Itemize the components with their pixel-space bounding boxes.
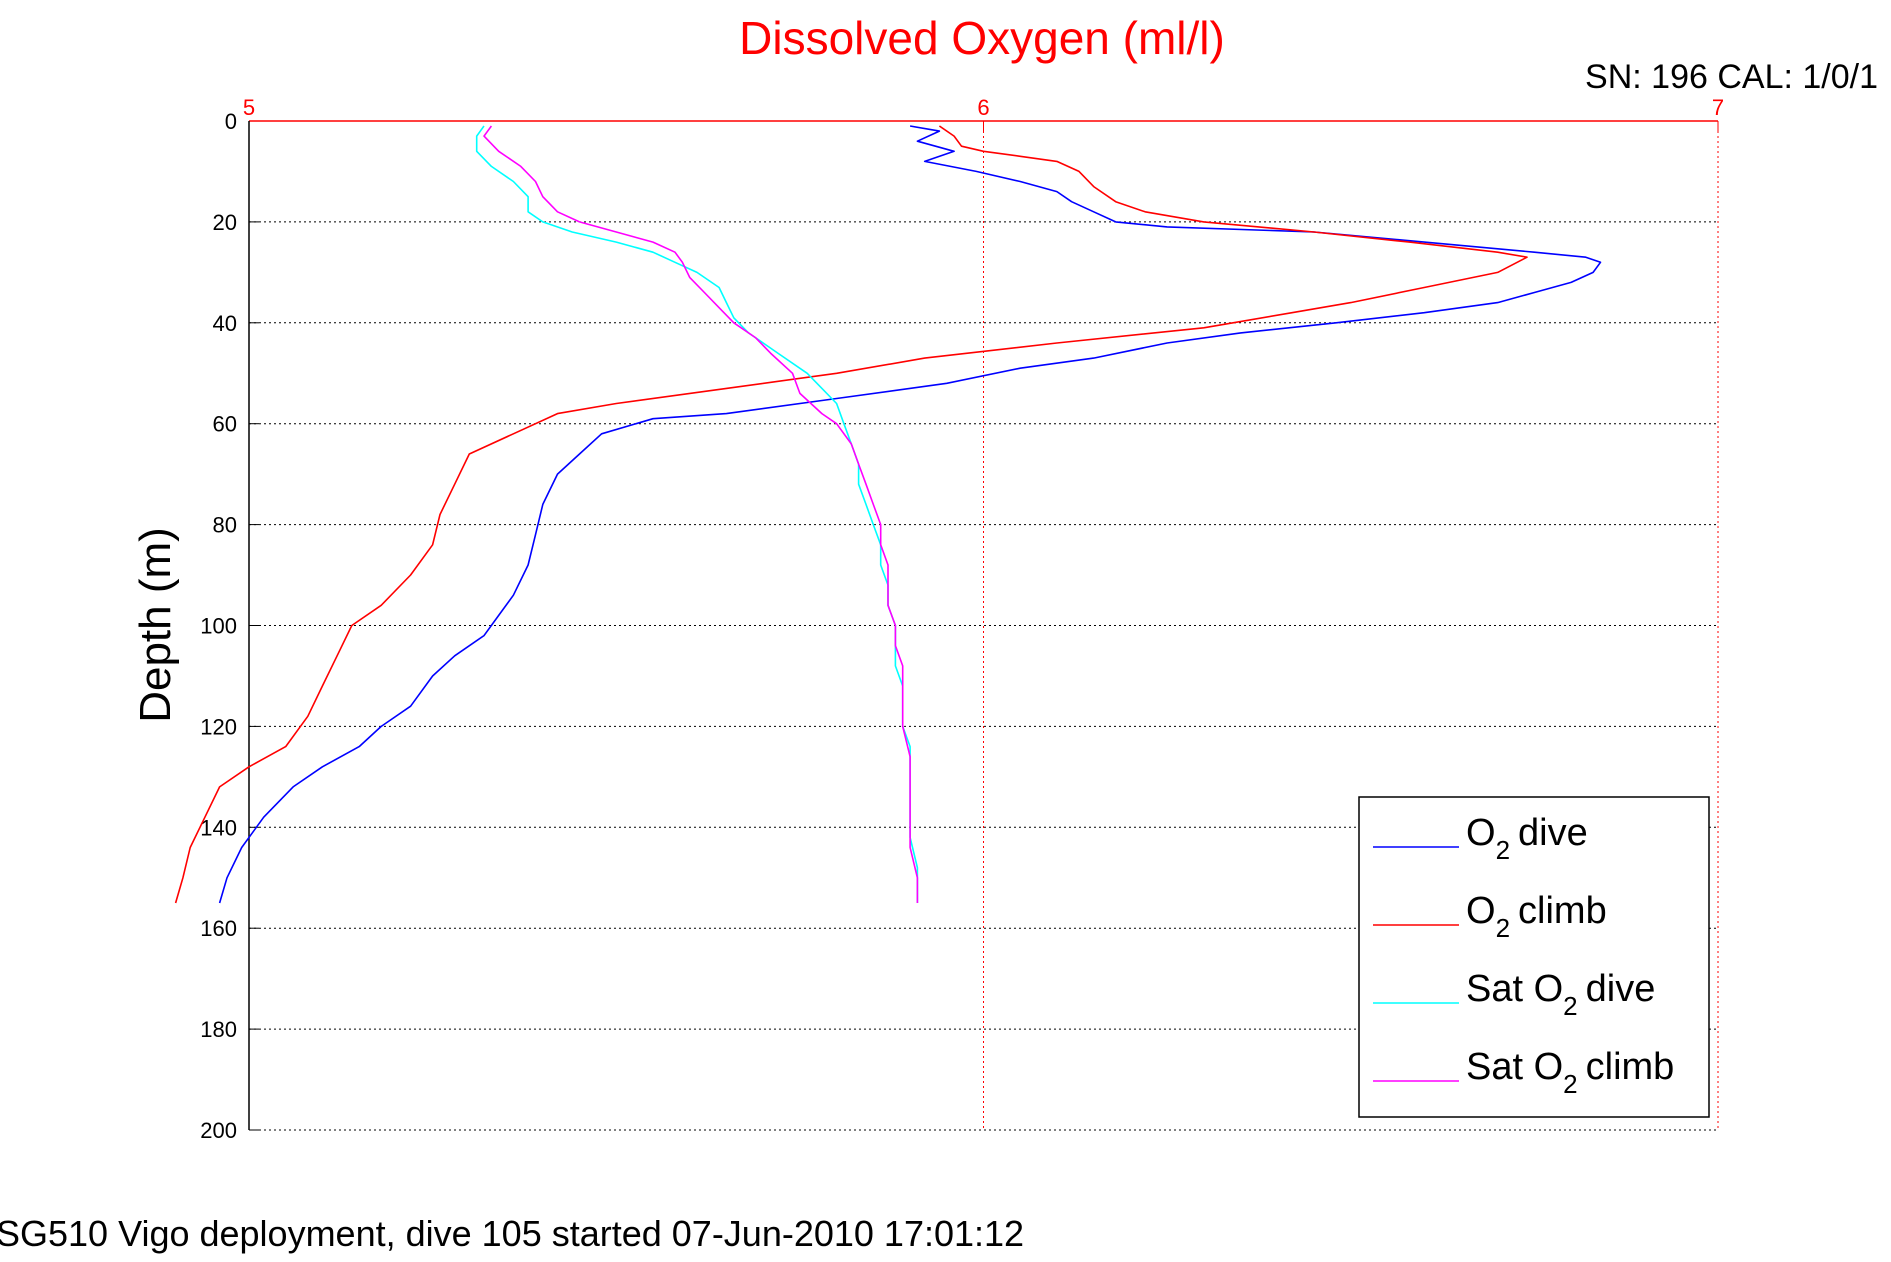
- y-tick-label: 160: [200, 916, 237, 941]
- legend-subscript: 2: [1563, 991, 1577, 1021]
- chart-title: Dissolved Oxygen (ml/l): [739, 12, 1225, 64]
- legend-subscript: 2: [1496, 835, 1510, 865]
- legend-subscript: 2: [1496, 913, 1510, 943]
- y-tick-label: 100: [200, 614, 237, 639]
- legend-prefix: Sat O: [1466, 1046, 1563, 1088]
- serial-cal-label: SN: 196 CAL: 1/0/1: [1585, 58, 1878, 96]
- legend-label: dive: [1518, 812, 1588, 854]
- y-tick-label: 80: [213, 513, 237, 538]
- series-line-0: [218, 125, 1602, 904]
- y-tick-label: 120: [200, 714, 237, 739]
- legend-entry-2: Sat O2 dive: [1466, 968, 1655, 1021]
- legend-entry-3: Sat O2 climb: [1466, 1046, 1674, 1099]
- legend-box: [1358, 796, 1710, 1118]
- y-tick-label: 140: [200, 815, 237, 840]
- legend-prefix: O: [1466, 812, 1496, 854]
- legend-prefix: Sat O: [1466, 968, 1563, 1010]
- y-tick-label: 200: [200, 1118, 237, 1143]
- legend-subscript: 2: [1563, 1069, 1577, 1099]
- dive-caption: SG510 Vigo deployment, dive 105 started …: [0, 1213, 1024, 1254]
- series-line-1: [174, 125, 1528, 904]
- legend-prefix: O: [1466, 890, 1496, 932]
- y-tick-label: 0: [225, 109, 237, 134]
- y-tick-label: 180: [200, 1017, 237, 1042]
- legend-label: climb: [1518, 890, 1607, 932]
- y-tick-label: 20: [213, 210, 237, 235]
- y-tick-label: 40: [213, 311, 237, 336]
- legend-entry-1: O2 climb: [1466, 890, 1607, 943]
- x-tick-label: 7: [1712, 95, 1724, 120]
- axes: 0 20 40 60 80 100 120 140 160 180 200 5 6 7: [200, 95, 1724, 1143]
- x-tick-label: 6: [977, 95, 989, 120]
- legend-label: dive: [1586, 968, 1656, 1010]
- x-tick-label: 5: [243, 95, 255, 120]
- series-line-3: [483, 125, 919, 903]
- legend-entry-0: O2 dive: [1466, 812, 1588, 865]
- y-tick-label: 60: [213, 412, 237, 437]
- y-axis-label: Depth (m): [131, 527, 180, 723]
- series-layer: [174, 125, 1602, 904]
- legend-label: climb: [1586, 1046, 1675, 1088]
